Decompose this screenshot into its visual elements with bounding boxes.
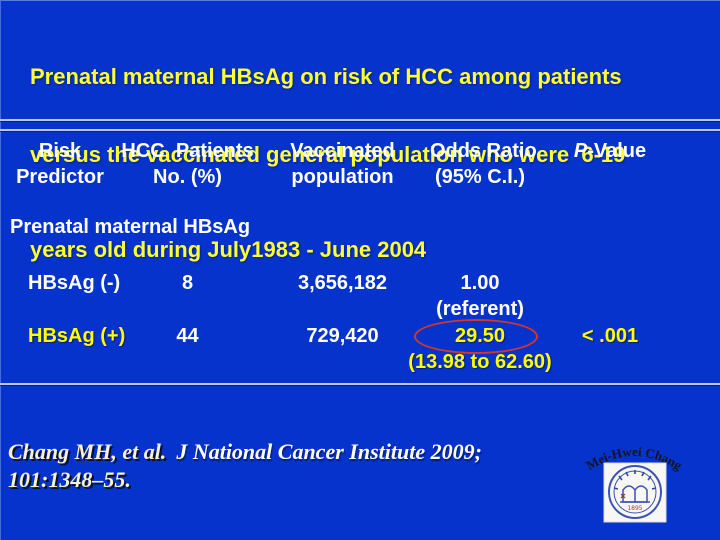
header-p-rest: -Value bbox=[587, 140, 647, 162]
divider-top-line-2 bbox=[0, 129, 720, 131]
cell-hcc-no: 8 bbox=[181, 272, 194, 294]
cell-odds-ci: (referent) bbox=[436, 298, 524, 320]
header-predictor: Predictor bbox=[16, 166, 104, 188]
cell-hcc-no: 44 bbox=[176, 325, 199, 347]
header-risk: Risk bbox=[38, 140, 82, 162]
citation-authors: Chang MH, et al. bbox=[8, 439, 167, 464]
header-no-pct: No. (%) bbox=[153, 166, 222, 188]
title-line-2: versus the vaccinated general population… bbox=[30, 142, 626, 167]
table-row-hbsag-positive-ci: (13.98 to 62.60) bbox=[0, 351, 690, 374]
cell-predictor: HBsAg (-) bbox=[28, 272, 121, 294]
citation: Chang MH, et al. J National Cancer Instit… bbox=[8, 438, 588, 494]
cell-p-value: < .001 bbox=[581, 325, 639, 347]
header-odds-ratio: Odds Ratio bbox=[430, 140, 537, 162]
table-row-hbsag-negative-ci: (referent) bbox=[0, 298, 690, 321]
table-header-row-1: Risk HCC Patients Vaccinated Odds Ratio … bbox=[0, 140, 690, 163]
header-vaccinated: Vaccinated bbox=[290, 140, 395, 162]
header-hcc-patients: HCC Patients bbox=[121, 140, 254, 162]
seal-emblem: 1895 bbox=[608, 465, 662, 519]
header-95-ci: (95% C.I.) bbox=[434, 166, 526, 188]
seal-year: 1895 bbox=[627, 505, 642, 512]
divider-bottom-line bbox=[0, 383, 720, 385]
cell-predictor: HBsAg (+) bbox=[28, 325, 126, 347]
divider-top-line-1 bbox=[0, 119, 720, 121]
title-line-1: Prenatal maternal HBsAg on risk of HCC a… bbox=[30, 64, 622, 89]
table-row-hbsag-positive: HBsAg (+) 44 729,420 29.50 < .001 bbox=[0, 325, 690, 348]
header-p-value: P-Value bbox=[530, 140, 690, 163]
cell-odds-ci: (13.98 to 62.60) bbox=[408, 351, 552, 373]
seal-graphic: Mei-Hwei Chang bbox=[583, 444, 685, 523]
title-line-3: years old during July1983 - June 2004 bbox=[30, 237, 427, 262]
table-header-row-2: Predictor No. (%) population (95% C.I.) bbox=[0, 166, 690, 189]
cell-vaccinated: 729,420 bbox=[306, 325, 379, 347]
cell-odds-ratio: 29.50 bbox=[454, 325, 506, 347]
header-population: population bbox=[291, 166, 394, 188]
cell-p-value bbox=[530, 272, 690, 295]
header-p-italic: P bbox=[573, 140, 588, 162]
slide-title: Prenatal maternal HBsAg on risk of HCC a… bbox=[30, 12, 700, 289]
table-row-hbsag-negative: HBsAg (-) 8 3,656,182 1.00 bbox=[0, 272, 690, 295]
citation-journal: J National Cancer Institute 2009; bbox=[176, 439, 482, 464]
citation-pages: 101:1348–55. bbox=[8, 467, 131, 492]
section-label-prenatal-maternal-hbsag: Prenatal maternal HBsAg bbox=[10, 216, 251, 238]
mei-hwei-chang-logo: Mei-Hwei Chang bbox=[583, 438, 685, 534]
cell-vaccinated: 3,656,182 bbox=[298, 272, 387, 294]
cell-odds-ratio: 1.00 bbox=[460, 272, 500, 294]
